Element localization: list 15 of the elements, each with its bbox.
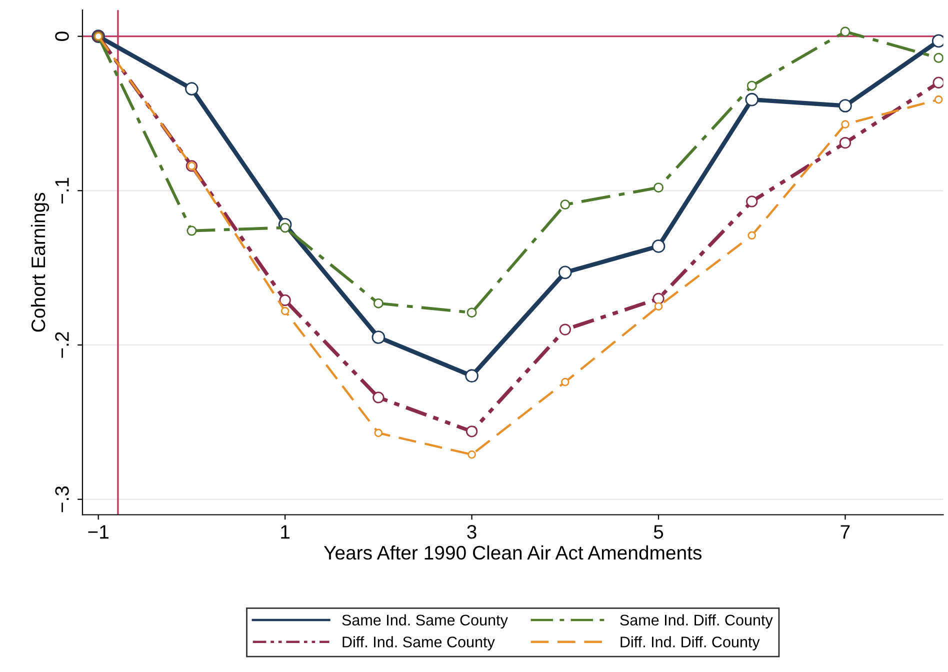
legend-label: Same Ind. Same County	[342, 614, 508, 629]
y-tick-label: −.1	[55, 178, 69, 204]
x-tick-label: 5	[654, 525, 664, 539]
legend-label: Same Ind. Diff. County	[620, 614, 773, 629]
legend-label: Diff. Ind. Diff. County	[620, 636, 760, 650]
x-tick-label: 3	[467, 524, 476, 539]
y-tick-label: −.2	[55, 332, 69, 358]
legend-label: Diff. Ind. Same County	[342, 636, 495, 650]
x-tick-label: 7	[840, 525, 850, 539]
y-axis-title: Cohort Earnings	[30, 192, 50, 332]
y-tick-label: 0	[55, 32, 69, 41]
y-tick-label: −.3	[55, 486, 69, 512]
x-tick-label: 1	[281, 525, 290, 539]
x-tick-label: −1	[88, 525, 108, 539]
x-axis-title: Years After 1990 Clean Air Act Amendments	[324, 545, 702, 560]
